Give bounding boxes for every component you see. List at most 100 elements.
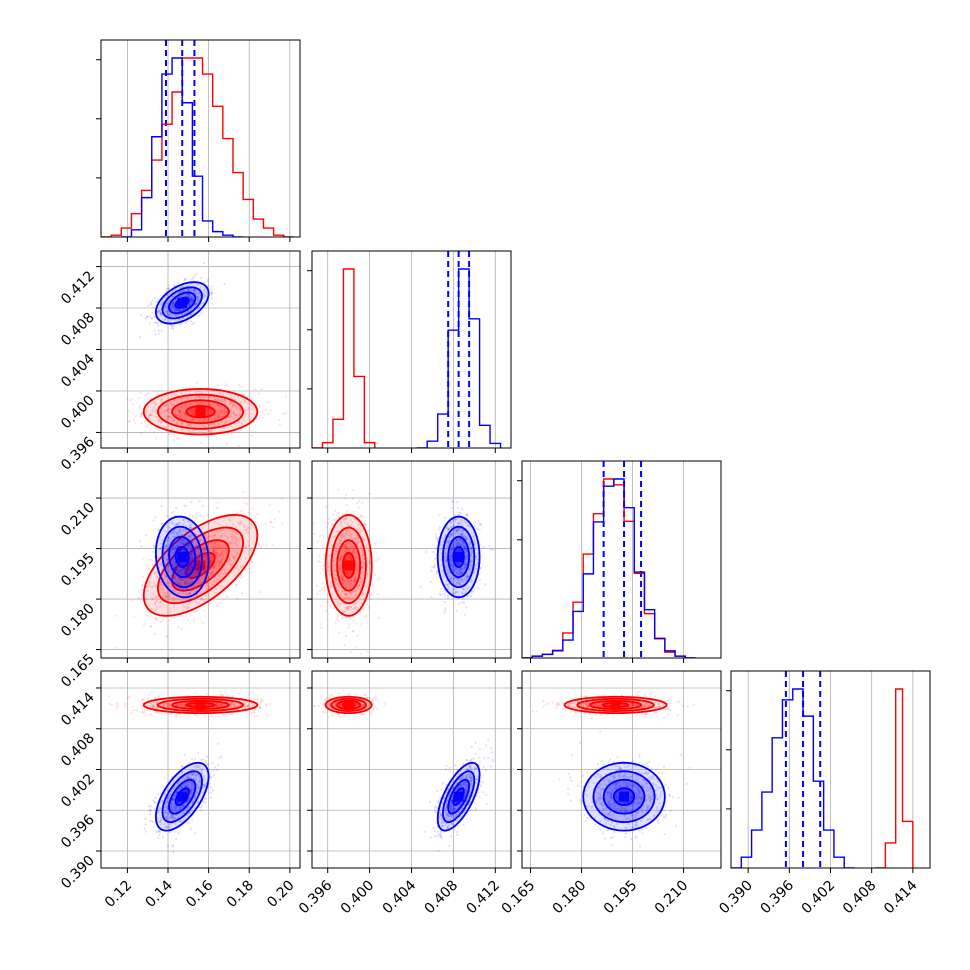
scatter-point-red bbox=[344, 546, 347, 549]
scatter-point-blue bbox=[183, 311, 186, 314]
scatter-point-red bbox=[219, 413, 222, 416]
scatter-point-blue bbox=[435, 547, 438, 550]
scatter-point-blue bbox=[444, 552, 447, 555]
scatter-point-red bbox=[168, 415, 171, 419]
scatter-point-blue bbox=[166, 294, 169, 297]
scatter-point-red bbox=[207, 418, 210, 421]
scatter-point-blue bbox=[174, 561, 177, 564]
scatter-point-blue bbox=[464, 535, 467, 538]
scatter-point-red bbox=[184, 396, 187, 399]
scatter-point-blue bbox=[197, 568, 200, 572]
scatter-point-blue bbox=[179, 534, 182, 537]
scatter-point-red bbox=[190, 586, 193, 589]
scatter-point-red bbox=[154, 710, 158, 714]
scatter-point-blue bbox=[159, 303, 162, 306]
scatter-point-red bbox=[236, 563, 239, 567]
scatter-point-blue bbox=[182, 528, 185, 531]
scatter-point-blue bbox=[470, 546, 473, 549]
scatter-point-red bbox=[359, 576, 362, 580]
scatter-point-blue bbox=[459, 543, 462, 546]
scatter-point-red bbox=[224, 400, 227, 403]
scatter-point-blue bbox=[438, 528, 441, 531]
scatter-point-blue bbox=[182, 571, 186, 574]
scatter-point-blue bbox=[469, 547, 473, 550]
scatter-point-blue bbox=[180, 567, 183, 571]
scatter-point-red bbox=[191, 418, 194, 421]
scatter-point-blue bbox=[187, 542, 191, 545]
scatter-point-blue bbox=[165, 305, 168, 308]
scatter-point-red bbox=[349, 605, 352, 608]
scatter-point-blue bbox=[457, 506, 460, 510]
scatter-point-red bbox=[361, 578, 364, 581]
scatter-point-red bbox=[354, 553, 357, 556]
scatter-point-blue bbox=[469, 547, 472, 550]
scatter-point-red bbox=[233, 556, 236, 559]
scatter-point-red bbox=[338, 567, 341, 570]
scatter-point-blue bbox=[191, 566, 194, 569]
scatter-point-red bbox=[220, 562, 223, 565]
scatter-point-red bbox=[221, 555, 225, 558]
scatter-point-red bbox=[115, 706, 118, 710]
scatter-point-blue bbox=[458, 569, 462, 572]
scatter-point-blue bbox=[167, 284, 170, 287]
scatter-point-blue bbox=[205, 293, 208, 296]
scatter-point-blue bbox=[173, 577, 176, 580]
scatter-point-blue bbox=[444, 534, 447, 537]
scatter-point-red bbox=[225, 410, 228, 413]
scatter-point-red bbox=[361, 566, 364, 569]
scatter-point-red bbox=[347, 574, 350, 577]
scatter-point-red bbox=[239, 408, 242, 411]
scatter-point-red bbox=[186, 580, 189, 583]
scatter-point-red bbox=[129, 399, 132, 402]
scatter-point-blue bbox=[192, 620, 195, 623]
scatter-point-red bbox=[228, 706, 231, 709]
scatter-point-blue bbox=[451, 526, 454, 529]
scatter-point-red bbox=[357, 584, 361, 588]
scatter-point-blue bbox=[177, 571, 180, 574]
scatter-point-blue bbox=[194, 516, 197, 520]
scatter-point-blue bbox=[465, 606, 468, 609]
scatter-point-blue bbox=[452, 563, 455, 566]
scatter-point-blue bbox=[484, 583, 487, 586]
scatter-point-red bbox=[165, 616, 168, 619]
scatter-point-red bbox=[345, 571, 348, 574]
scatter-point-red bbox=[220, 529, 223, 532]
scatter-point-blue bbox=[190, 565, 193, 568]
scatter-point-blue bbox=[465, 563, 468, 566]
scatter-point-red bbox=[147, 392, 150, 395]
scatter-point-blue bbox=[160, 523, 163, 526]
scatter-point-red bbox=[233, 558, 236, 561]
scatter-point-blue bbox=[459, 572, 462, 575]
scatter-point-red bbox=[147, 415, 150, 418]
scatter-point-red bbox=[146, 598, 149, 601]
scatter-point-blue bbox=[465, 554, 469, 557]
scatter-point-red bbox=[269, 702, 272, 706]
scatter-point-red bbox=[176, 437, 179, 440]
scatter-point-blue bbox=[182, 549, 185, 553]
scatter-point-blue bbox=[449, 548, 452, 551]
scatter-point-red bbox=[144, 420, 147, 423]
scatter-point-blue bbox=[470, 556, 473, 559]
scatter-point-blue bbox=[192, 528, 195, 531]
scatter-point-red bbox=[341, 579, 344, 582]
panel-3-0 bbox=[101, 671, 300, 868]
scatter-point-red bbox=[179, 405, 182, 408]
scatter-point-red bbox=[278, 418, 281, 422]
scatter-point-red bbox=[209, 412, 212, 415]
scatter-point-blue bbox=[462, 529, 465, 533]
scatter-point-blue bbox=[482, 546, 485, 549]
scatter-point-red bbox=[242, 551, 245, 554]
scatter-point-blue bbox=[170, 553, 173, 556]
scatter-point-red bbox=[180, 415, 183, 418]
scatter-point-red bbox=[140, 413, 143, 416]
scatter-point-red bbox=[219, 693, 222, 696]
scatter-point-blue bbox=[470, 548, 473, 551]
scatter-point-blue bbox=[189, 578, 192, 581]
scatter-point-red bbox=[347, 597, 350, 600]
scatter-point-red bbox=[235, 405, 238, 408]
scatter-point-blue bbox=[180, 533, 183, 536]
scatter-point-red bbox=[225, 523, 228, 527]
scatter-point-red bbox=[150, 586, 153, 589]
scatter-point-red bbox=[251, 561, 254, 564]
scatter-point-red bbox=[185, 584, 188, 587]
